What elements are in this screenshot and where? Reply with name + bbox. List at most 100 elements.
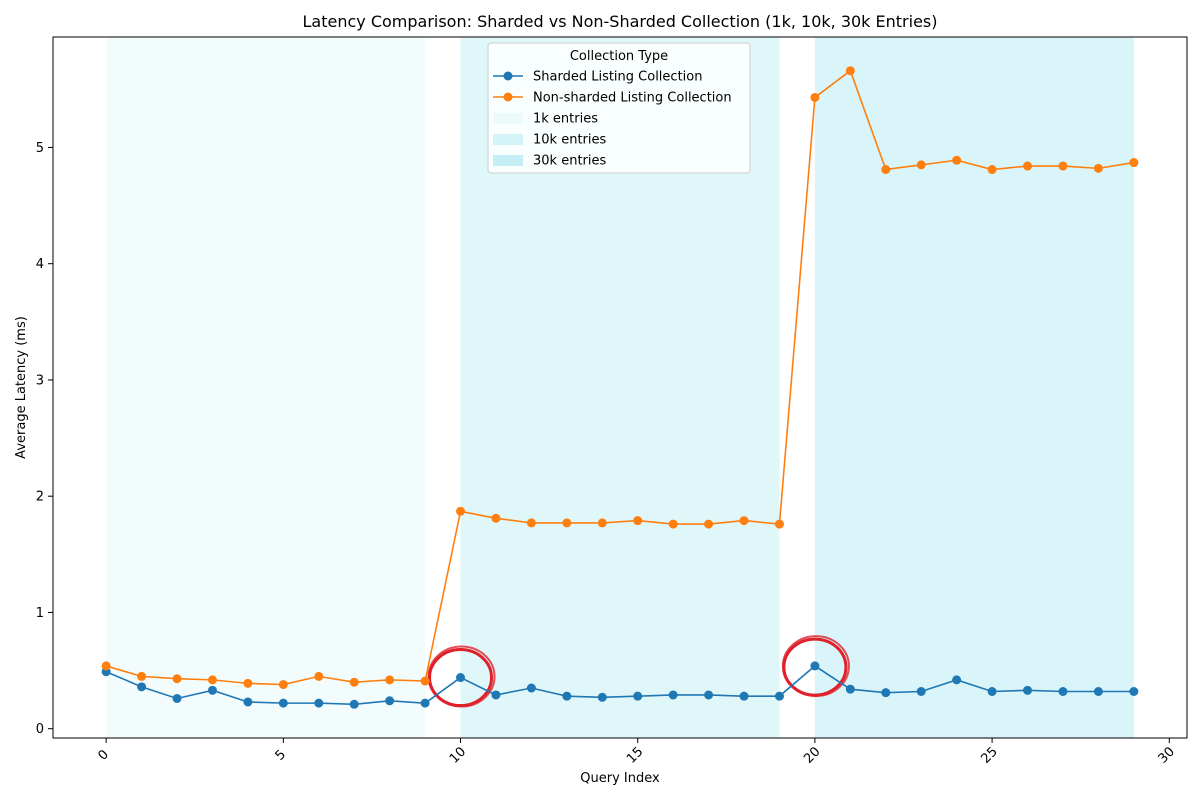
data-point bbox=[881, 165, 891, 175]
band-3 bbox=[814, 37, 1134, 738]
legend-entry: 30k entries bbox=[493, 154, 606, 169]
plot-frame bbox=[52, 36, 1188, 739]
legend-box bbox=[487, 42, 751, 174]
legend-title: Collection Type bbox=[570, 49, 668, 64]
data-point bbox=[314, 671, 324, 681]
series-line-2 bbox=[105, 69, 1134, 686]
data-point bbox=[668, 519, 678, 529]
data-point bbox=[916, 160, 926, 170]
data-point bbox=[526, 518, 536, 528]
legend-label: 30k entries bbox=[533, 154, 606, 169]
annotation-ring bbox=[781, 635, 850, 698]
data-point bbox=[420, 698, 430, 708]
data-point bbox=[1058, 686, 1068, 696]
data-point bbox=[278, 680, 288, 690]
y-tick-label: 2 bbox=[36, 490, 44, 505]
y-tick-label: 5 bbox=[36, 141, 44, 156]
data-point bbox=[597, 518, 607, 528]
x-tick-label: 20 bbox=[801, 744, 823, 766]
data-point bbox=[774, 519, 784, 529]
data-point bbox=[172, 693, 182, 703]
data-point bbox=[987, 686, 997, 696]
data-point bbox=[1023, 161, 1033, 171]
legend-label: 10k entries bbox=[533, 133, 606, 148]
legend-label: Non-sharded Listing Collection bbox=[533, 91, 732, 106]
data-point bbox=[668, 690, 678, 700]
series-1 bbox=[101, 661, 1139, 709]
data-point bbox=[491, 690, 501, 700]
data-point bbox=[987, 165, 997, 175]
data-point bbox=[704, 690, 714, 700]
annotation-circle-2 bbox=[781, 635, 850, 698]
legend-patch-swatch bbox=[493, 155, 523, 166]
band-1 bbox=[106, 37, 426, 738]
data-point bbox=[1058, 161, 1068, 171]
data-point bbox=[1129, 686, 1139, 696]
data-point bbox=[633, 691, 643, 701]
data-point bbox=[633, 516, 643, 526]
data-point bbox=[1023, 685, 1033, 695]
y-tick-label: 3 bbox=[36, 373, 44, 388]
y-axis: 0 1 2 3 4 5 bbox=[36, 141, 53, 737]
data-point bbox=[881, 688, 891, 698]
data-point bbox=[385, 696, 395, 706]
data-point bbox=[349, 699, 359, 709]
data-point bbox=[562, 518, 572, 528]
data-point bbox=[278, 698, 288, 708]
data-point bbox=[349, 677, 359, 687]
data-point bbox=[207, 685, 217, 695]
data-point bbox=[385, 675, 395, 685]
x-tick-label: 5 bbox=[273, 747, 289, 763]
data-point bbox=[491, 513, 501, 523]
x-tick-label: 25 bbox=[978, 744, 1000, 766]
series-layer bbox=[101, 66, 1139, 709]
legend: Collection Type Sharded Listing Collecti… bbox=[487, 42, 751, 174]
data-point bbox=[172, 674, 182, 684]
data-point bbox=[952, 675, 962, 685]
data-point bbox=[1129, 158, 1139, 168]
y-tick-label: 1 bbox=[36, 606, 44, 621]
x-tick-label: 0 bbox=[95, 747, 111, 763]
data-point bbox=[243, 678, 253, 688]
data-point bbox=[207, 675, 217, 685]
legend-marker bbox=[503, 71, 513, 81]
data-point bbox=[137, 671, 147, 681]
legend-entry: Non-sharded Listing Collection bbox=[493, 91, 732, 106]
data-point bbox=[704, 519, 714, 529]
legend-label: Sharded Listing Collection bbox=[533, 70, 702, 85]
data-point bbox=[845, 684, 855, 694]
y-tick-label: 4 bbox=[36, 257, 44, 272]
legend-marker bbox=[503, 92, 513, 102]
series-2 bbox=[101, 66, 1139, 690]
annotation-circle-1 bbox=[427, 645, 496, 708]
data-point bbox=[314, 698, 324, 708]
data-point bbox=[952, 155, 962, 165]
chart-title: Latency Comparison: Sharded vs Non-Shard… bbox=[302, 12, 937, 31]
data-point bbox=[916, 686, 926, 696]
x-tick-label: 15 bbox=[624, 744, 646, 766]
legend-patch-swatch bbox=[493, 113, 523, 124]
annotation-ring bbox=[427, 645, 496, 708]
series-line-1 bbox=[105, 664, 1134, 706]
data-point bbox=[597, 692, 607, 702]
y-axis-label: Average Latency (ms) bbox=[14, 316, 29, 459]
data-point bbox=[562, 691, 572, 701]
data-point bbox=[810, 92, 820, 102]
data-point bbox=[420, 676, 430, 686]
legend-entries: Sharded Listing Collection Non-sharded Li… bbox=[493, 70, 732, 169]
data-point bbox=[456, 673, 466, 683]
data-point bbox=[101, 661, 111, 671]
x-tick-label: 10 bbox=[447, 744, 469, 766]
data-point bbox=[739, 691, 749, 701]
legend-entry: 1k entries bbox=[493, 112, 598, 127]
legend-entry: Sharded Listing Collection bbox=[493, 70, 702, 85]
legend-entry: 10k entries bbox=[493, 133, 606, 148]
data-point bbox=[1093, 163, 1103, 173]
legend-label: 1k entries bbox=[533, 112, 598, 127]
data-point bbox=[774, 691, 784, 701]
data-point bbox=[739, 516, 749, 526]
data-point bbox=[137, 682, 147, 692]
annotations-layer bbox=[427, 635, 850, 708]
data-point bbox=[243, 697, 253, 707]
